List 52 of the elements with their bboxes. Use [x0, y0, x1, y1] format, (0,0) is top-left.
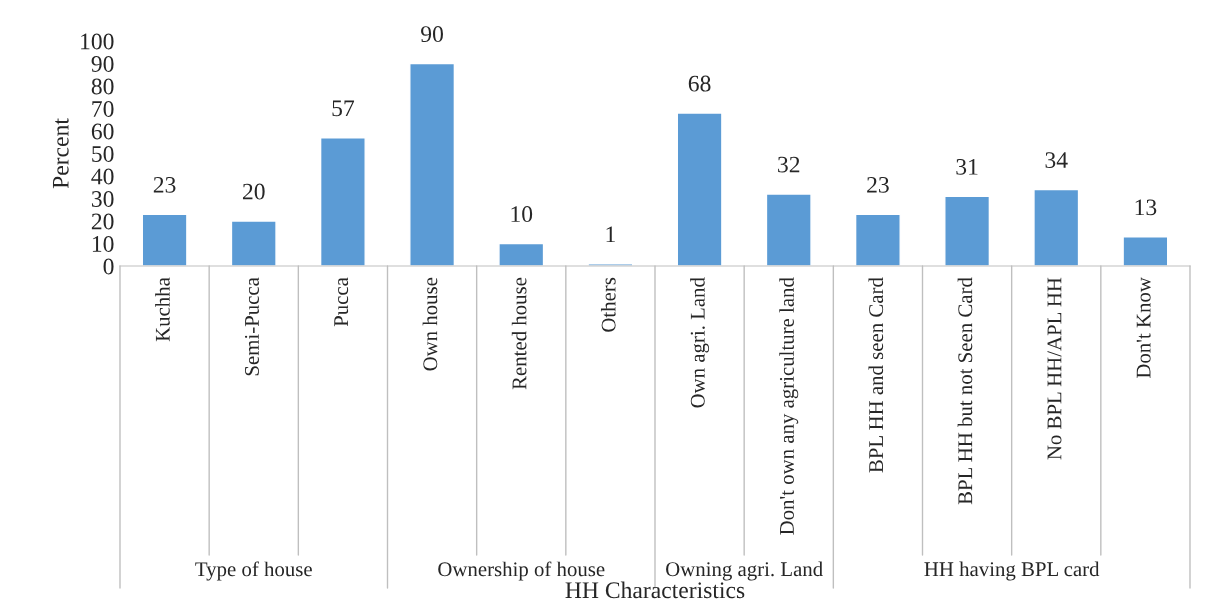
x-tick-label: Pucca: [334, 277, 349, 327]
text: HH having BPL card: [924, 561, 1100, 581]
bar: [854, 213, 901, 266]
y-tick-label: 50: [92, 145, 114, 162]
data-label: 32: [778, 156, 800, 173]
bar: [1033, 188, 1080, 266]
text: Ownership of house: [438, 561, 605, 581]
data-label: 23: [867, 176, 889, 193]
data-label: 20: [242, 183, 265, 200]
bar: [676, 112, 723, 266]
data-label: 31: [956, 158, 978, 175]
x-tick-label: Rented house: [511, 277, 527, 390]
bar: [141, 213, 188, 266]
y-tick-label: 10: [92, 235, 114, 252]
bar: [319, 137, 366, 266]
x-tick-label: Kuchha: [155, 277, 170, 342]
data-label: 57: [332, 100, 355, 117]
data-label: 10: [511, 206, 533, 223]
bar: [409, 62, 456, 266]
y-tick-label: 40: [91, 168, 114, 185]
y-tick-label: 100: [81, 33, 114, 50]
y-tick-label: 30: [91, 190, 114, 207]
y-tick-label: 90: [91, 55, 114, 72]
bar: [944, 195, 991, 266]
data-label: 34: [1045, 152, 1068, 169]
x-tick-label: Don't Know: [1136, 277, 1151, 379]
data-label: 13: [1135, 199, 1157, 216]
x-axis-title: HH Characteristics: [565, 581, 745, 599]
y-tick-label: 60: [91, 123, 114, 140]
x-tick-label: BPL HH and seen Card: [868, 277, 884, 473]
text: Type of house: [195, 561, 312, 581]
x-tick-label: BPL HH but not Seen Card: [957, 277, 973, 505]
y-tick-label: 80: [91, 78, 114, 95]
data-label: 23: [153, 176, 176, 193]
data-label: 1: [606, 226, 615, 243]
bar: [230, 220, 277, 266]
x-tick-label: Semi-Pucca: [244, 277, 259, 376]
text: Owning agri. Land: [666, 561, 823, 581]
x-tick-label: Others: [600, 277, 616, 332]
y-tick-label: 0: [103, 258, 114, 275]
y-tick-label: 20: [91, 213, 114, 230]
y-axis-title: Percent: [52, 118, 69, 189]
bar: [1122, 236, 1169, 266]
x-tick-label: Own house: [422, 277, 438, 371]
bar: [765, 193, 812, 266]
x-tick-label: Don't own any agriculture land: [779, 277, 799, 535]
data-label: 90: [421, 26, 443, 43]
x-tick-label: No BPL HH/APL HH: [1047, 277, 1062, 460]
data-label: 68: [688, 75, 711, 92]
y-tick-label: 70: [92, 100, 114, 117]
x-tick-label: Own agri. Land: [690, 277, 710, 408]
bar: [498, 242, 545, 266]
